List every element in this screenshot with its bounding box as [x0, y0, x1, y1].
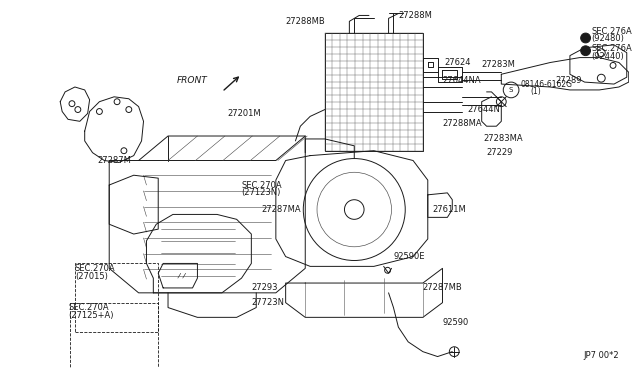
Text: 27287MA: 27287MA: [261, 205, 301, 214]
Text: 27283MA: 27283MA: [484, 134, 524, 144]
Bar: [75, 263, 158, 332]
Text: 27289: 27289: [556, 76, 582, 85]
Bar: [325, 33, 423, 151]
Text: SEC.270A: SEC.270A: [68, 303, 109, 312]
Text: 27287MB: 27287MB: [423, 283, 463, 292]
Text: SEC.276A: SEC.276A: [591, 44, 632, 53]
Text: 27229: 27229: [486, 148, 513, 157]
Text: (92440): (92440): [591, 52, 624, 61]
Text: 27201M: 27201M: [227, 109, 261, 118]
Text: 27288M: 27288M: [398, 11, 432, 20]
Text: (27123N): (27123N): [241, 188, 281, 198]
Text: 27644N: 27644N: [467, 105, 500, 114]
Bar: [70, 303, 158, 371]
Circle shape: [580, 33, 591, 43]
Text: SEC.270A: SEC.270A: [75, 264, 116, 273]
Circle shape: [580, 46, 591, 56]
Text: (92480): (92480): [591, 35, 625, 44]
Text: 27293: 27293: [252, 283, 278, 292]
Text: 08146-6162G: 08146-6162G: [521, 80, 573, 89]
Text: SEC.276A: SEC.276A: [591, 27, 632, 36]
Text: FRONT: FRONT: [177, 76, 207, 85]
Text: 92590: 92590: [442, 318, 468, 327]
Text: SEC.270A: SEC.270A: [241, 180, 282, 189]
Text: 27288MA: 27288MA: [442, 119, 482, 128]
Text: 92590E: 92590E: [394, 252, 425, 261]
Text: 27288MB: 27288MB: [285, 17, 325, 26]
Text: (1): (1): [531, 87, 541, 96]
Text: 27723N: 27723N: [252, 298, 284, 307]
Text: 27611M: 27611M: [433, 205, 467, 214]
Text: 27287M: 27287M: [97, 156, 131, 165]
Text: 27644NA: 27644NA: [442, 76, 481, 85]
Text: (27125+A): (27125+A): [68, 311, 113, 320]
Text: JP7 00*2: JP7 00*2: [583, 352, 619, 360]
Text: 27283M: 27283M: [482, 60, 516, 69]
Text: 27624: 27624: [444, 58, 471, 67]
Text: S: S: [509, 87, 513, 93]
Text: (27015): (27015): [75, 272, 108, 281]
